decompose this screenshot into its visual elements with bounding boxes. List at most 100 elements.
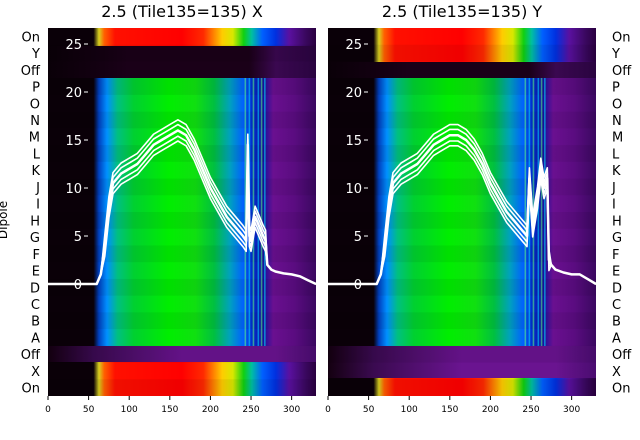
row-label: B (612, 315, 621, 330)
row-label: D (30, 281, 40, 296)
xtick-label: 50 (363, 405, 375, 415)
vertical-streak (540, 78, 543, 346)
row-stripe (48, 212, 316, 229)
xtick-label: 300 (283, 405, 300, 415)
overlay-line (328, 123, 596, 285)
row-stripe (328, 212, 596, 229)
row-label: K (612, 164, 621, 179)
right-band-on-bottom (328, 378, 596, 396)
row-stripe (328, 245, 596, 263)
row-stripe (328, 111, 596, 129)
row-label: On (22, 30, 40, 45)
row-stripe (48, 312, 316, 330)
row-label: N (30, 114, 40, 129)
vertical-streak (264, 78, 266, 346)
row-label: F (33, 248, 40, 263)
row-label: O (612, 97, 622, 112)
vertical-streak (544, 78, 546, 346)
right-overlay-lines (328, 123, 596, 286)
row-stripe (328, 278, 596, 296)
xtick-label: 200 (482, 405, 499, 415)
row-label: L (33, 147, 41, 162)
row-label: On (612, 30, 630, 45)
ytick-label: 15 (65, 134, 82, 149)
ytick-label: 25 (345, 38, 362, 53)
left-ytick-labels: 0 5 10 15 20 25 (65, 38, 88, 293)
row-label: A (612, 331, 621, 346)
left-band-off-top (48, 62, 316, 78)
vertical-streak (524, 78, 527, 346)
left-band-y (48, 46, 316, 62)
left-row-stripes (48, 44, 316, 396)
row-stripe (48, 245, 316, 263)
ytick-label: 10 (345, 182, 362, 197)
overlay-line (328, 145, 596, 285)
xtick-label: 0 (45, 405, 51, 415)
row-label: G (612, 231, 622, 246)
left-band-on-top (48, 28, 316, 46)
ytick-label: 10 (65, 182, 82, 197)
row-label: I (36, 198, 40, 213)
ytick-label: 20 (345, 86, 362, 101)
row-label: H (612, 214, 622, 229)
overlay-line (48, 140, 316, 285)
row-label: C (612, 298, 621, 313)
left-band-off-bottom (48, 346, 316, 362)
ytick-label: 0 (354, 278, 362, 293)
left-overlay-lines (48, 119, 316, 286)
row-stripe (328, 178, 596, 196)
row-label: O (30, 97, 40, 112)
row-label: G (30, 231, 40, 246)
right-band-x (328, 362, 596, 378)
xtick-label: 50 (83, 405, 95, 415)
row-stripe (328, 345, 596, 363)
row-label: P (32, 81, 40, 96)
row-label: E (32, 265, 40, 280)
xtick-label: 250 (522, 405, 539, 415)
row-stripe (48, 44, 316, 62)
right-band-on-top (328, 28, 596, 62)
row-label: M (29, 131, 40, 146)
row-label: A (31, 331, 40, 346)
row-label: X (612, 365, 621, 380)
row-label: Off (21, 64, 41, 79)
ytick-label: 15 (345, 134, 362, 149)
xtick-label: 150 (161, 405, 178, 415)
right-band-off-top (328, 62, 596, 78)
right-panel-title: 2.5 (Tile135=135) Y (382, 2, 543, 21)
row-stripe (328, 379, 596, 396)
row-label: N (612, 114, 622, 129)
right-ytick-labels: 0 5 10 15 20 25 (345, 38, 368, 293)
row-stripe (48, 379, 316, 396)
vertical-streak (537, 78, 540, 346)
row-label: H (30, 214, 40, 229)
xtick-label: 250 (242, 405, 259, 415)
row-stripe (48, 78, 316, 95)
xtick-label: 0 (325, 405, 331, 415)
row-label: On (22, 382, 40, 397)
row-label: Y (31, 47, 40, 62)
row-label: K (31, 164, 40, 179)
row-label: M (612, 131, 623, 146)
right-band-off-bottom (328, 346, 596, 362)
row-label: J (611, 181, 616, 196)
row-stripe (328, 44, 596, 62)
left-band-on-bottom (48, 362, 316, 396)
ytick-label: 20 (65, 86, 82, 101)
left-heatmap-panel (48, 28, 316, 396)
vertical-streak (528, 78, 531, 346)
row-label: Y (611, 47, 620, 62)
row-stripe (48, 345, 316, 363)
row-label: On (612, 382, 630, 397)
row-label: F (612, 248, 619, 263)
row-stripe (48, 145, 316, 162)
right-heatmap-panel (328, 28, 596, 396)
left-panel-title: 2.5 (Tile135=135) X (101, 2, 263, 21)
row-stripe (48, 178, 316, 196)
row-stripe (48, 111, 316, 129)
xtick-label: 200 (202, 405, 219, 415)
row-label: L (612, 147, 620, 162)
